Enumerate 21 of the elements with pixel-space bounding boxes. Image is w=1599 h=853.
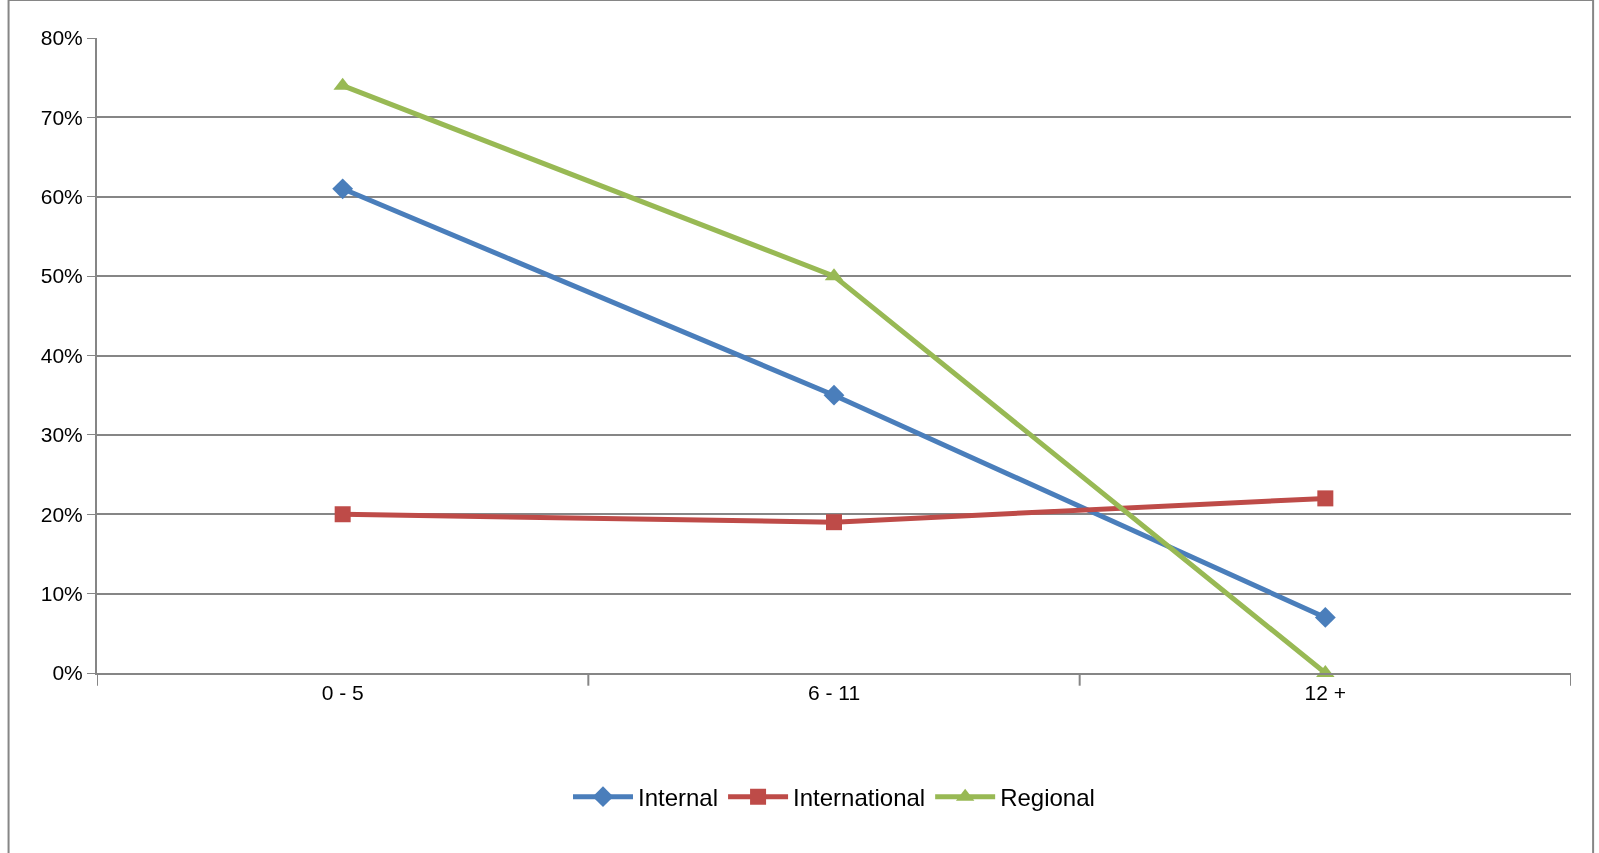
legend-label: Internal — [638, 784, 719, 812]
x-tick-label: 12 + — [1304, 681, 1347, 705]
point — [334, 506, 351, 523]
legend-label: Regional — [1000, 784, 1095, 812]
y-tick-label: 30% — [40, 423, 83, 447]
y-tick-label: 80% — [40, 26, 83, 50]
point — [1314, 607, 1336, 628]
point — [332, 178, 354, 200]
x-tick-label: 0 - 5 — [321, 681, 364, 705]
y-tick-label: 70% — [40, 105, 83, 129]
y-tick-label: 10% — [40, 581, 83, 605]
y-tick-label: 0% — [52, 661, 83, 685]
y-tick-label: 20% — [40, 502, 83, 526]
point — [823, 384, 845, 406]
x-tick-label: 6 - 11 — [807, 681, 861, 705]
point — [1317, 490, 1334, 507]
y-tick-label: 60% — [40, 185, 83, 209]
point — [826, 514, 842, 531]
y-tick-label: 50% — [40, 264, 83, 288]
legend-label: International — [793, 784, 926, 812]
y-tick-label: 40% — [40, 343, 83, 367]
